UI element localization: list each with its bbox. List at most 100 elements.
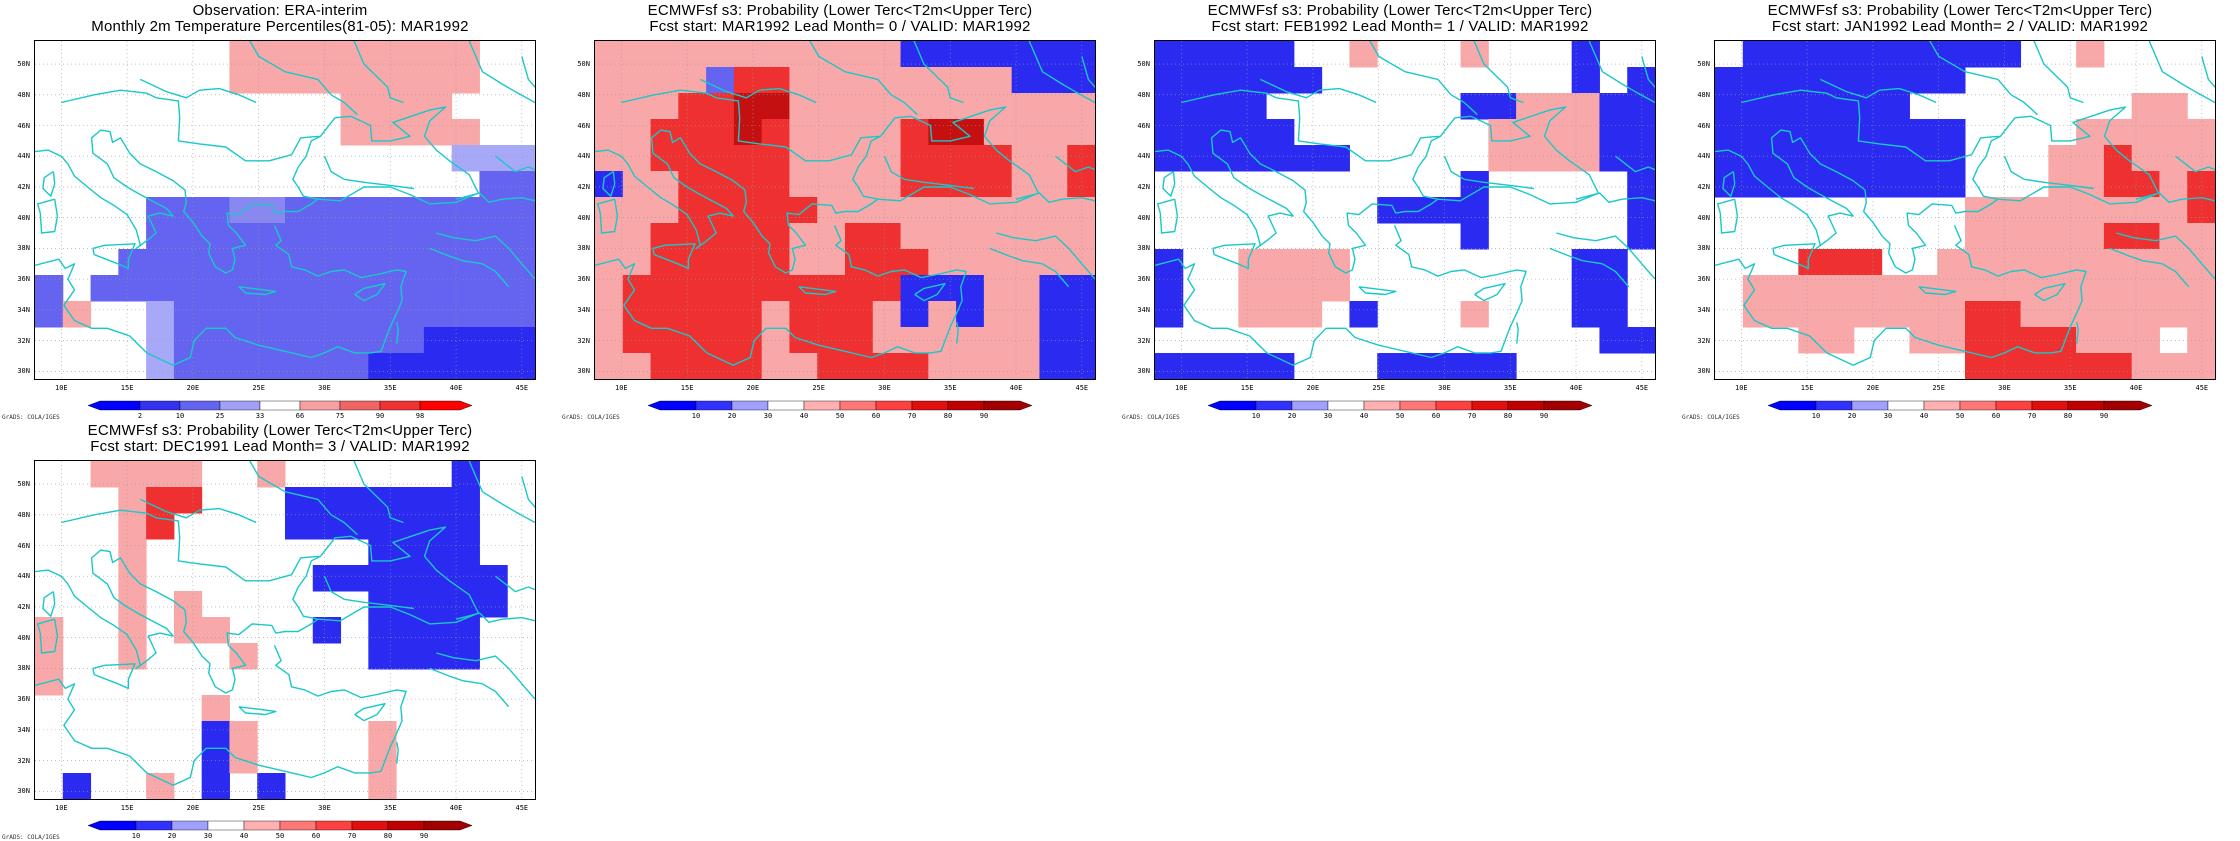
y-tick-label: 40N [577, 213, 590, 222]
panel-title: Observation: ERA-interim [192, 2, 368, 19]
grads-credit: GrADS: COLA/IGES [1682, 414, 1740, 421]
grid-cell [2187, 119, 2215, 146]
grid-cell [1266, 67, 1295, 94]
colorbar-segment [1291, 400, 1329, 411]
y-tick-label: 42N [17, 182, 30, 191]
grid-cell [201, 301, 230, 328]
grid-cell [733, 249, 763, 276]
grid-cell [1377, 197, 1406, 224]
grid-cell [2131, 119, 2160, 146]
grid-cell [1266, 119, 1295, 146]
grid-cell [1293, 67, 1323, 94]
grid-cell [706, 67, 735, 94]
grid-cell [1881, 41, 1910, 68]
y-tick-label: 30N [17, 787, 30, 796]
y-tick-label: 32N [17, 336, 30, 345]
grid-cell [257, 353, 286, 379]
grid-cell [733, 353, 763, 379]
grid-cell [396, 591, 425, 618]
y-tick-label: 40N [1137, 213, 1150, 222]
grid-cell [368, 617, 397, 644]
grid-cell [706, 275, 735, 302]
grid-cell [368, 197, 397, 224]
grid-cell [340, 67, 369, 94]
grid-cell [257, 197, 286, 224]
y-tick-label: 50N [1697, 60, 1710, 69]
grid-cell [285, 67, 314, 94]
y-tick-label: 46N [17, 121, 30, 130]
colorbar-segment [139, 400, 181, 411]
colorbar-segment [1255, 400, 1293, 411]
grid-cell [900, 223, 929, 250]
x-tick-label: 35E [1503, 384, 1517, 392]
y-tick-label: 38N [1697, 244, 1710, 253]
grid-cell [451, 119, 480, 146]
grid-cell [1432, 353, 1462, 379]
grid-cell [1909, 119, 1938, 146]
grid-cell [1067, 197, 1095, 224]
coastline [61, 509, 320, 582]
grid-cell [872, 223, 902, 250]
y-tick-label: 44N [17, 572, 30, 581]
grid-cell [2131, 197, 2160, 224]
grid-cell [312, 327, 342, 354]
grid-cell [201, 197, 230, 224]
y-tick-label: 32N [577, 336, 590, 345]
coastline [1715, 258, 1992, 366]
grid-cell [1798, 275, 1827, 302]
coastline [1369, 41, 1478, 116]
grid-cell [312, 617, 342, 644]
grid-cell [423, 67, 453, 94]
grid-cell [146, 461, 175, 488]
grid-cell [1881, 119, 1910, 146]
colorbar-segment [2067, 400, 2105, 411]
grid-cell [706, 249, 735, 276]
grid-cell [257, 67, 286, 94]
x-tick-label: 25E [252, 384, 265, 392]
x-tick-label: 35E [2063, 384, 2077, 392]
y-tick-label: 46N [1697, 121, 1710, 130]
colorbar-label: 80 [943, 412, 953, 420]
grid-cell [1039, 249, 1068, 276]
x-tick-label: 20E [1866, 384, 1880, 392]
grid-cell [817, 197, 846, 224]
x-tick-label: 35E [383, 384, 397, 392]
grid-cell [622, 41, 652, 68]
grid-cell [761, 327, 790, 354]
coastline [596, 198, 619, 234]
grid-cell [451, 223, 480, 250]
grid-cell [1571, 93, 1600, 120]
grid-cell [845, 41, 874, 68]
colorbar-segment [1435, 400, 1473, 411]
coastline [1772, 243, 1816, 270]
colorbar-segment [947, 400, 985, 411]
panel-subtitle: Fcst start: FEB1992 Lead Month= 1 / VALI… [1211, 18, 1589, 35]
grid-cell [1293, 275, 1323, 302]
grid-cell [817, 327, 846, 354]
grid-cell [900, 145, 929, 172]
grid-cell [340, 565, 369, 592]
grid-cell [1155, 301, 1184, 328]
grid-cell [451, 197, 480, 224]
grid-cell [368, 643, 397, 670]
grid-cell [1770, 93, 1799, 120]
colorbar-segment [171, 820, 209, 831]
x-tick-label: 20E [186, 384, 200, 392]
grid-cell [845, 171, 874, 198]
grid-cell [1067, 353, 1095, 379]
grid-cell [1011, 171, 1040, 198]
coastline [2109, 247, 2190, 288]
panel-title: ECMWFsf s3: Probability (Lower Terc<T2m<… [1207, 2, 1593, 19]
x-tick-label: 25E [252, 804, 265, 812]
grid-cell [1238, 145, 1267, 172]
grid-cell [173, 249, 203, 276]
grid-cell [928, 145, 957, 172]
grid-cell [1770, 145, 1799, 172]
coastline [1015, 192, 1095, 204]
grid-cell [396, 249, 425, 276]
y-tick-label: 32N [17, 756, 30, 765]
grid-cell [2159, 145, 2188, 172]
coastline [455, 192, 535, 204]
colorbar-segment [1507, 400, 1545, 411]
y-tick-label: 32N [1137, 336, 1150, 345]
